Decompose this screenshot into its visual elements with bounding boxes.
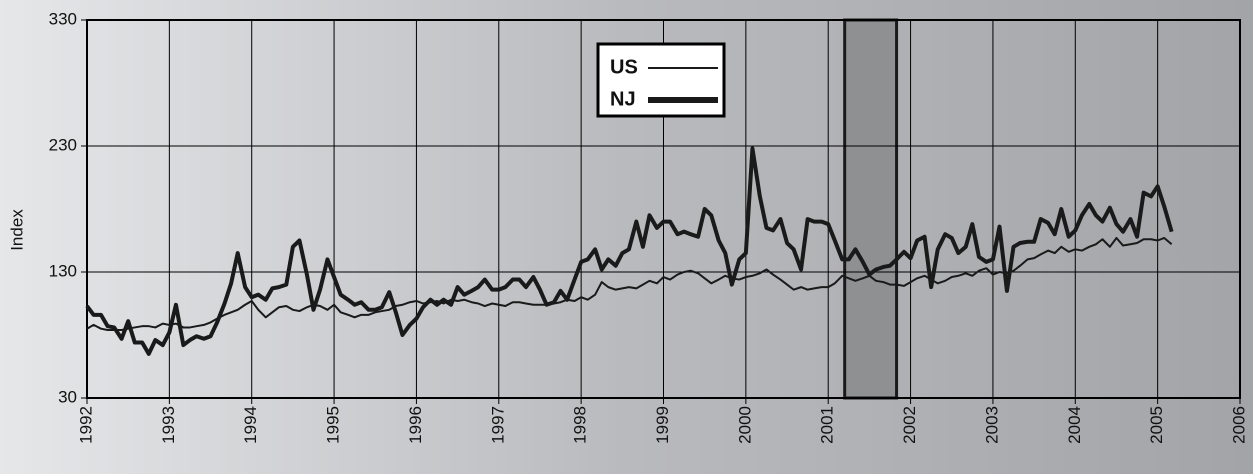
x-tick-label: 1993 [159,406,178,444]
x-tick-label: 1995 [324,406,343,444]
x-tick-label: 1997 [488,406,507,444]
line-series [85,146,1174,356]
x-tick-label: 2003 [982,406,1001,444]
x-tick-label: 2001 [818,406,837,444]
x-tick-label: 1998 [571,406,590,444]
plot-frame [86,19,1241,399]
x-tick-label: 1999 [653,406,672,444]
y-axis-label: Index [7,209,26,251]
y-tick-label: 130 [49,261,77,280]
y-tick-label: 330 [49,9,77,28]
x-tick-label: 2006 [1229,406,1248,444]
legend-label: NJ [610,88,636,110]
x-tick-label: 1992 [76,406,95,444]
x-tick-label: 2004 [1065,406,1084,444]
x-tick-label: 2000 [735,406,754,444]
legend-box [596,42,726,118]
x-tick-label: 2005 [1147,406,1166,444]
y-tick-label: 30 [58,387,77,406]
line-series [86,236,1173,331]
shaded-band [843,18,899,400]
x-tick-label: 2002 [900,406,919,444]
y-tick-label: 230 [49,135,77,154]
legend-label: US [610,56,638,78]
x-tick-label: 1994 [241,406,260,444]
x-tick-label: 1996 [406,406,425,444]
